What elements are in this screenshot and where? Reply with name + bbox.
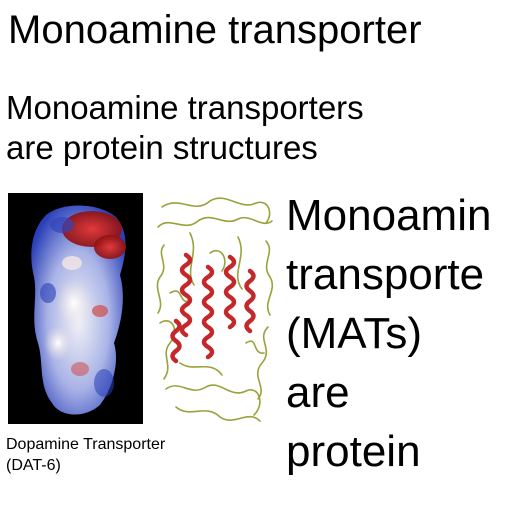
dat-ribbon-model-image [150, 193, 278, 428]
slide-subtitle: Monoamine transporters are protein struc… [6, 88, 364, 168]
subtitle-line-2: are protein structures [6, 129, 318, 166]
figure-caption: Dopamine Transporter (DAT-6) [6, 434, 165, 476]
caption-line-1: Dopamine Transporter [6, 436, 166, 453]
caption-line-2: (DAT-6) [6, 457, 61, 474]
side-text-line-1: Monoamin [286, 191, 492, 240]
side-text-block: Monoamin transporte (MATs) are protein [286, 186, 512, 481]
subtitle-line-1: Monoamine transporters [6, 89, 364, 126]
side-text-line-4: are [286, 368, 350, 417]
dat-surface-model-image [8, 193, 143, 424]
slide-title: Monoamine transporter [8, 8, 422, 52]
side-text-line-3: (MATs) [286, 309, 423, 358]
side-text-line-5: protein [286, 427, 421, 476]
side-text-line-2: transporte [286, 250, 485, 299]
